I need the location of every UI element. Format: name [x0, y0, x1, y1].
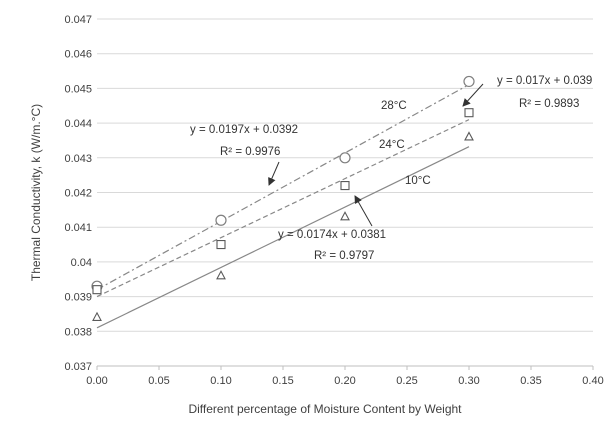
data-point-triangle [464, 131, 474, 141]
data-point-circle [463, 75, 475, 88]
trendline-triangle [96, 146, 470, 329]
data-point-circle [215, 214, 227, 226]
trendline-circle [96, 84, 470, 291]
y-tick-label: 0.043 [64, 153, 92, 165]
data-point-triangle [92, 311, 102, 321]
data-point-triangle [340, 211, 350, 221]
trend-r2-triangle: R² = 0.9797 [314, 250, 374, 262]
trend-r2-square: R² = 0.9893 [519, 98, 579, 110]
trend-equation-circle: y = 0.0197x + 0.0392 [190, 124, 298, 136]
y-tick-label: 0.047 [64, 14, 92, 26]
x-tick-label: 0.35 [520, 375, 541, 387]
x-tick-label: 0.30 [458, 375, 479, 387]
data-point-square [340, 181, 350, 191]
trend-equation-triangle: y = 0.0174x + 0.0381 [278, 229, 386, 241]
annotation-arrow-circle [268, 161, 280, 186]
data-points [91, 75, 475, 321]
y-tick-label: 0.041 [64, 222, 92, 234]
y-tick-label: 0.04 [71, 257, 92, 269]
y-tick-label: 0.042 [64, 188, 92, 200]
y-tick-label: 0.037 [64, 361, 92, 373]
annotation-arrow-square [462, 83, 484, 107]
data-point-square [464, 108, 474, 118]
gridlines [97, 18, 593, 367]
trend-equation-square: y = 0.017x + 0.039 [497, 75, 592, 87]
y-axis-title: Thermal Conductivity, k (W/m.°C) [29, 104, 43, 281]
data-point-square [92, 285, 102, 295]
trend-r2-circle: R² = 0.9976 [220, 146, 280, 158]
y-tick-label: 0.039 [64, 292, 92, 304]
y-tick-label: 0.045 [64, 83, 92, 95]
x-tick-label: 0.00 [86, 375, 107, 387]
x-tick-label: 0.05 [148, 375, 169, 387]
series-label-circle: 28°C [381, 100, 407, 112]
series-label-triangle: 10°C [405, 175, 431, 187]
trendline-square [96, 119, 470, 298]
data-point-square [216, 240, 226, 250]
y-tick-label: 0.044 [64, 118, 92, 130]
y-tick-label: 0.046 [64, 49, 92, 61]
series-label-square: 24°C [379, 139, 405, 151]
trendlines [96, 84, 470, 329]
y-tick-label: 0.038 [64, 326, 92, 338]
x-axis-title: Different percentage of Moisture Content… [188, 402, 462, 416]
x-tick-label: 0.40 [582, 375, 603, 387]
annotations: 28°C y = 0.0197x + 0.0392 R² = 0.9976 24°C y… [190, 75, 592, 262]
x-tick-label: 0.20 [334, 375, 355, 387]
data-point-triangle [216, 270, 226, 280]
annotation-arrow-triangle [354, 195, 373, 227]
x-tick-label: 0.15 [272, 375, 293, 387]
data-point-circle [339, 152, 351, 164]
x-tick-label: 0.25 [396, 375, 417, 387]
axes: 0.037 0.038 0.039 0.04 0.041 0.042 0.043 0.044 0… [29, 14, 604, 416]
x-tick-label: 0.10 [210, 375, 231, 387]
